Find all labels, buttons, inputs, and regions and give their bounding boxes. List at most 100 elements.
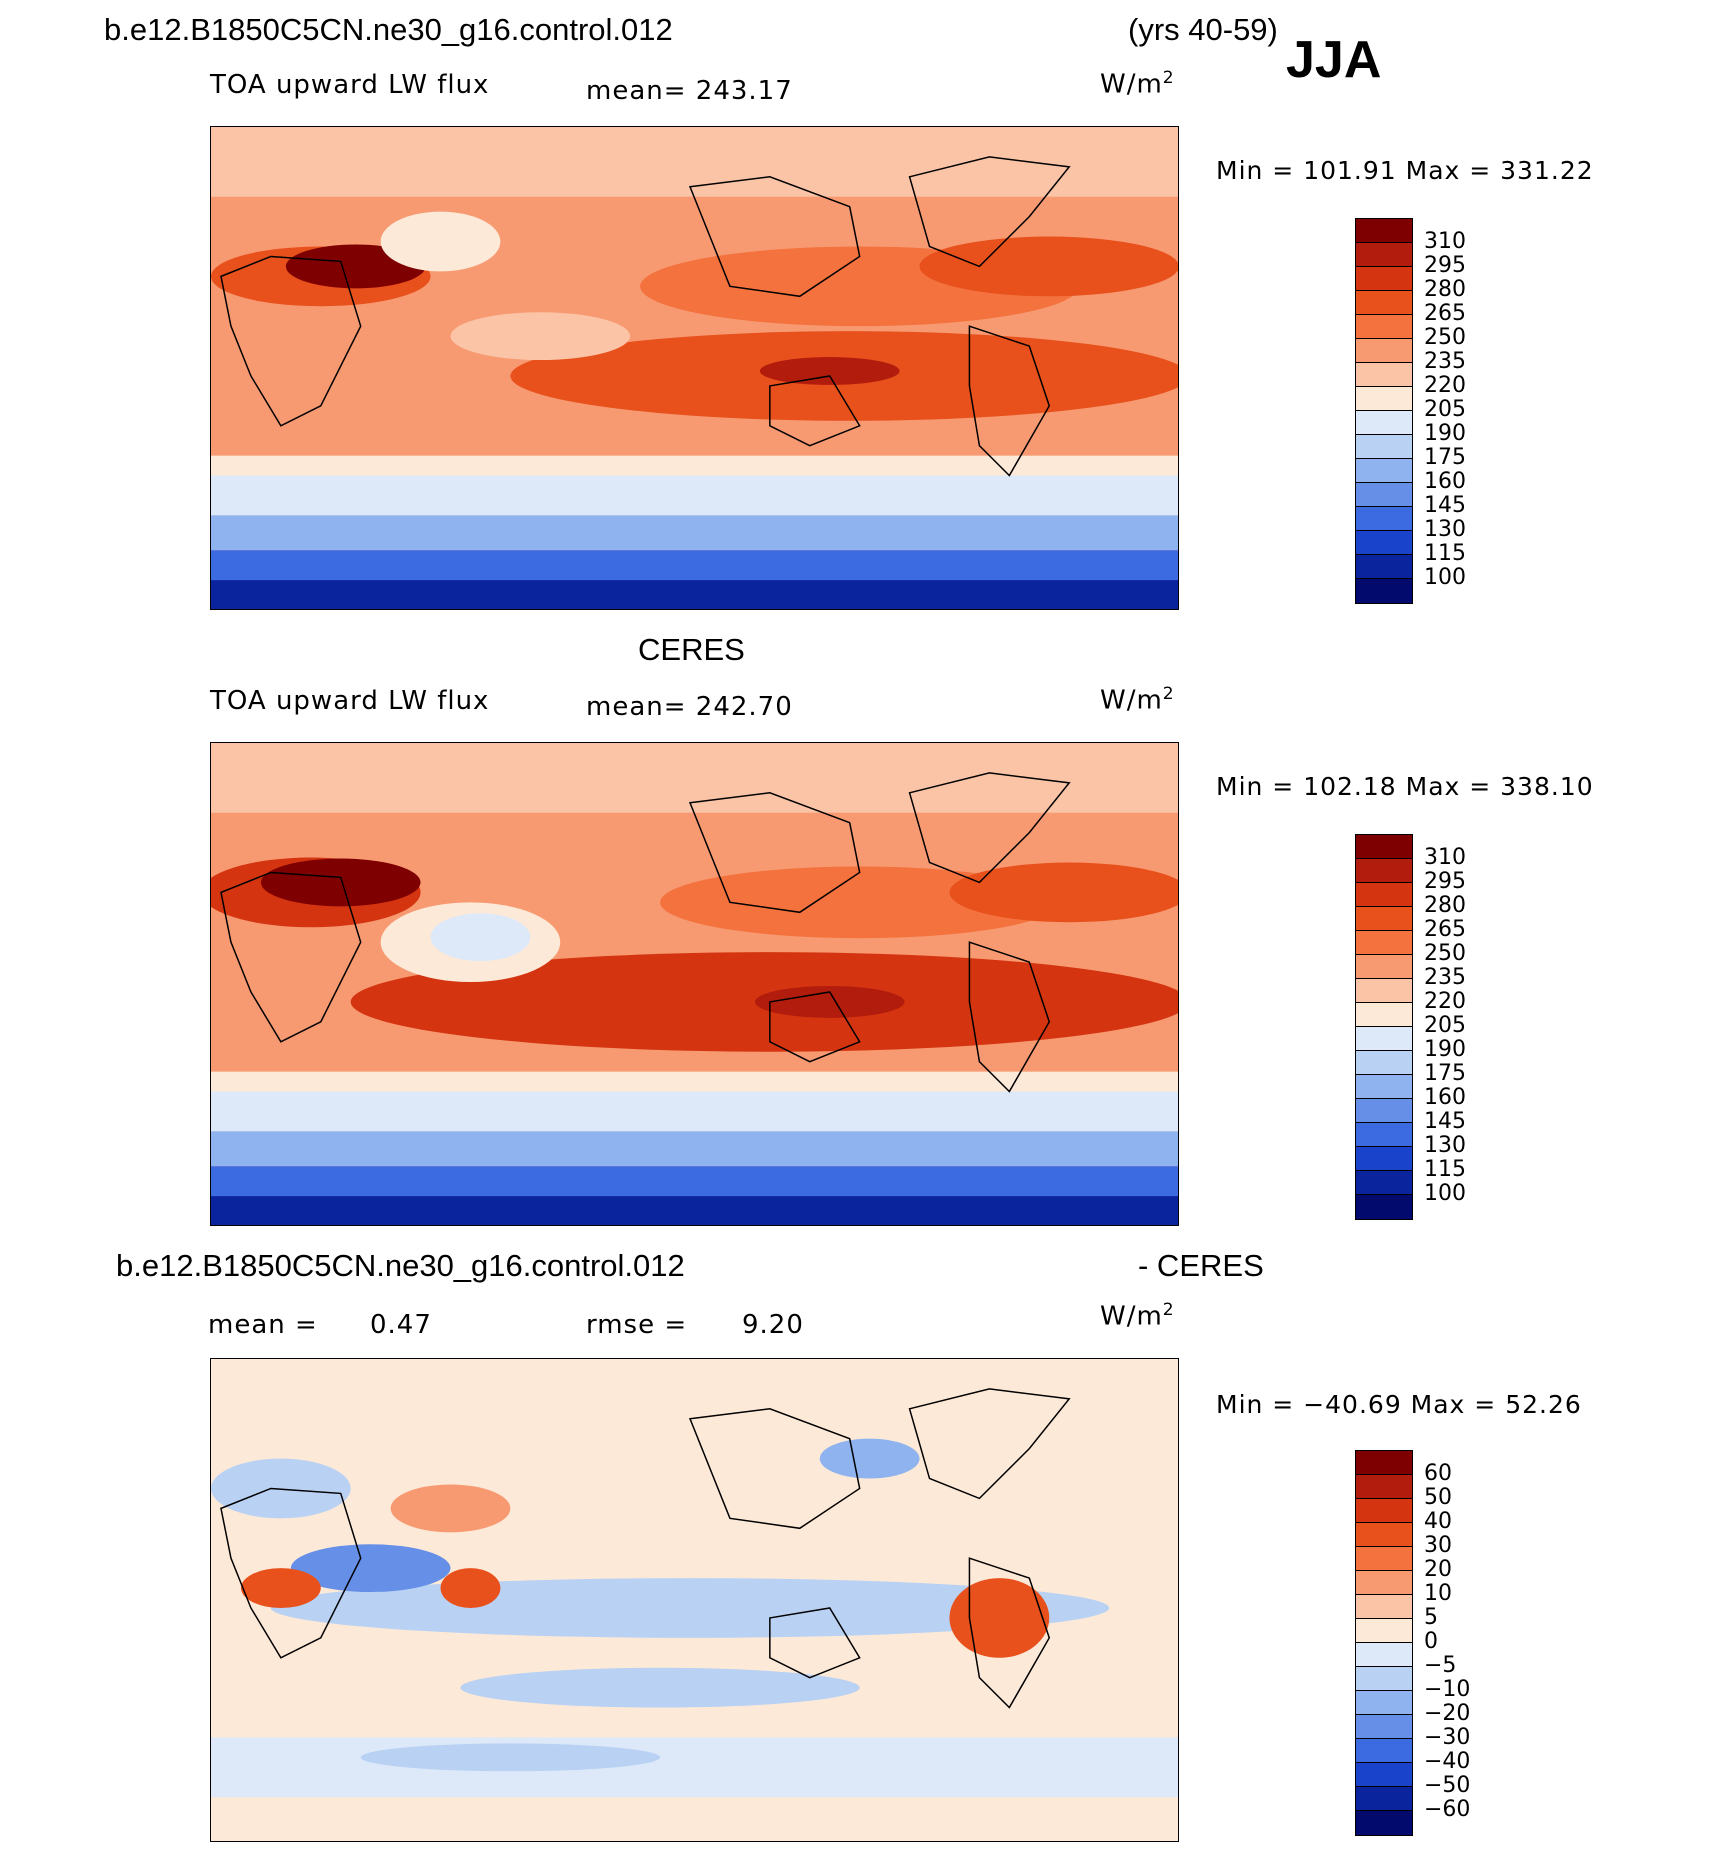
- panel3-mean-label: mean =: [208, 1310, 318, 1340]
- colorbar-label: 280: [1424, 893, 1466, 918]
- colorbar-label: 205: [1424, 397, 1466, 422]
- coastline-outline: [220, 1388, 1071, 1709]
- colorbar-swatch: [1356, 291, 1412, 315]
- panel2-title: CERES: [638, 632, 745, 667]
- colorbar-label: −40: [1424, 1749, 1471, 1774]
- panel1-model-map: [210, 126, 1179, 610]
- itcz-band: [450, 312, 631, 361]
- colorbar-label: 250: [1424, 941, 1466, 966]
- colorbar-label: 100: [1424, 1181, 1466, 1206]
- colorbar-swatch: [1356, 435, 1412, 459]
- colorbar-label: 100: [1424, 565, 1466, 590]
- panel3-rmse-value: 9.20: [742, 1310, 804, 1340]
- subtropical-band: [949, 862, 1178, 923]
- colorbar-label: 130: [1424, 1133, 1466, 1158]
- high-latitude-band: [211, 743, 1178, 813]
- colorbar-label: −60: [1424, 1797, 1471, 1822]
- colorbar-swatch: [1356, 459, 1412, 483]
- panel3-difference-map: [210, 1358, 1179, 1842]
- positive-anomaly: [440, 1568, 501, 1608]
- positive-anomaly: [240, 1568, 321, 1608]
- colorbar-label: 10: [1424, 1581, 1452, 1606]
- colorbar-swatch: [1356, 219, 1412, 243]
- southern-ocean-band: [211, 475, 1178, 516]
- panel3-map-svg: [211, 1359, 1178, 1841]
- colorbar-swatch: [1356, 1715, 1412, 1739]
- colorbar-swatch: [1356, 1475, 1412, 1499]
- panel3-title-left: b.e12.B1850C5CN.ne30_g16.control.012: [116, 1248, 685, 1283]
- positive-anomaly: [390, 1484, 511, 1533]
- colorbar-swatch: [1356, 555, 1412, 579]
- panel2-units: W/m2: [1100, 684, 1175, 716]
- antarctic-margin-band: [211, 1131, 1178, 1167]
- colorbar-label: 220: [1424, 373, 1466, 398]
- colorbar-swatch: [1356, 339, 1412, 363]
- colorbar-label: 30: [1424, 1533, 1452, 1558]
- southern-ocean-band: [211, 1091, 1178, 1132]
- coastline-outline: [220, 772, 1071, 1093]
- colorbar-label: 160: [1424, 469, 1466, 494]
- colorbar-label: 50: [1424, 1485, 1452, 1510]
- colorbar-swatch: [1356, 1763, 1412, 1787]
- panel2-mean: mean= 242.70: [586, 692, 793, 722]
- panel2-ceres-map: [210, 742, 1179, 1226]
- colorbar-label: 310: [1424, 845, 1466, 870]
- colorbar-swatch: [1356, 243, 1412, 267]
- panel1-map-svg: [211, 127, 1178, 609]
- panel2-colorbar: [1355, 834, 1413, 1220]
- colorbar-label: 235: [1424, 349, 1466, 374]
- colorbar-swatch: [1356, 1643, 1412, 1667]
- panel2-map-svg: [211, 743, 1178, 1225]
- colorbar-label: 130: [1424, 517, 1466, 542]
- coastline-outline: [220, 156, 1071, 477]
- negative-anomaly: [290, 1544, 451, 1593]
- colorbar-swatch: [1356, 531, 1412, 555]
- colorbar-swatch: [1356, 1523, 1412, 1547]
- colorbar-swatch: [1356, 835, 1412, 859]
- colorbar-label: 160: [1424, 1085, 1466, 1110]
- colorbar-label: 60: [1424, 1461, 1452, 1486]
- positive-anomaly: [949, 1578, 1050, 1658]
- colorbar-label: −10: [1424, 1677, 1471, 1702]
- colorbar-swatch: [1356, 1099, 1412, 1123]
- panel1-units: W/m2: [1100, 68, 1175, 100]
- colorbar-label: 175: [1424, 1061, 1466, 1086]
- colorbar-label: −20: [1424, 1701, 1471, 1726]
- colorbar-label: 190: [1424, 421, 1466, 446]
- colorbar-swatch: [1356, 955, 1412, 979]
- colorbar-swatch: [1356, 907, 1412, 931]
- panel1-colorbar: [1355, 218, 1413, 604]
- panel1-mean: mean= 243.17: [586, 76, 793, 106]
- antarctic-margin-band: [211, 515, 1178, 551]
- panel3-title-right: - CERES: [1138, 1248, 1264, 1283]
- colorbar-label: 280: [1424, 277, 1466, 302]
- colorbar-swatch: [1356, 1499, 1412, 1523]
- colorbar-label: −50: [1424, 1773, 1471, 1798]
- colorbar-label: 40: [1424, 1509, 1452, 1534]
- monsoon-convection: [430, 913, 531, 962]
- high-latitude-band: [211, 127, 1178, 197]
- colorbar-swatch: [1356, 1003, 1412, 1027]
- colorbar-swatch: [1356, 1027, 1412, 1051]
- colorbar-label: 295: [1424, 253, 1466, 278]
- colorbar-swatch: [1356, 1595, 1412, 1619]
- case-title: b.e12.B1850C5CN.ne30_g16.control.012: [104, 12, 673, 47]
- panel1-min-max: Min = 101.91 Max = 331.22: [1216, 156, 1594, 185]
- southern-ocean-band: [211, 1737, 1178, 1798]
- antarctic-interior: [211, 1196, 1178, 1225]
- colorbar-swatch: [1356, 1547, 1412, 1571]
- subtropical-maximum: [754, 985, 905, 1018]
- colorbar-swatch: [1356, 387, 1412, 411]
- colorbar-label: −30: [1424, 1725, 1471, 1750]
- negative-anomaly: [360, 1743, 661, 1772]
- colorbar-swatch: [1356, 1667, 1412, 1691]
- colorbar-swatch: [1356, 411, 1412, 435]
- colorbar-swatch: [1356, 1075, 1412, 1099]
- colorbar-swatch: [1356, 1051, 1412, 1075]
- colorbar-label: 175: [1424, 445, 1466, 470]
- panel3-min-max: Min = −40.69 Max = 52.26: [1216, 1390, 1582, 1419]
- negative-anomaly: [819, 1438, 920, 1479]
- colorbar-label: 5: [1424, 1605, 1438, 1630]
- colorbar-label: 20: [1424, 1557, 1452, 1582]
- colorbar-swatch: [1356, 931, 1412, 955]
